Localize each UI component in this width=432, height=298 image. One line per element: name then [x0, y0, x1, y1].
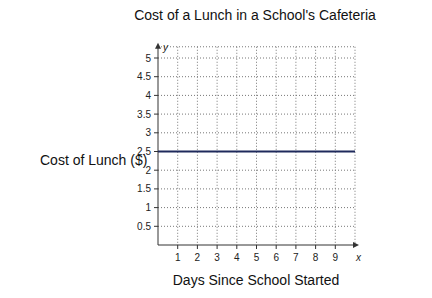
grid-line-y	[158, 170, 355, 171]
y-tick-label: 4	[145, 90, 151, 101]
y-tick	[154, 151, 158, 152]
x-tick-label: 3	[214, 252, 220, 263]
y-tick	[154, 207, 158, 208]
x-axis-arrow	[353, 242, 359, 248]
y-tick-label: 0.5	[137, 221, 151, 232]
grid-line-y	[158, 76, 355, 77]
grid-frame-top	[158, 46, 355, 47]
x-tick	[276, 245, 277, 249]
x-tick	[236, 245, 237, 249]
grid	[158, 47, 355, 245]
grid-line-x	[315, 47, 316, 245]
x-tick	[315, 245, 316, 249]
x-axis-label: Days Since School Started	[173, 272, 340, 288]
chart-svg: Cost of a Lunch in a School's Cafeteria 1…	[0, 0, 432, 298]
y-tick-label: 4.5	[137, 71, 151, 82]
y-symbol: y	[162, 42, 169, 53]
x-tick-label: 4	[234, 252, 240, 263]
title: Cost of a Lunch in a School's Cafeteria	[134, 7, 376, 23]
grid-line-y	[158, 188, 355, 189]
grid-line-x	[256, 47, 257, 245]
x-symbol: x	[355, 252, 362, 263]
data-layer	[158, 151, 355, 152]
x-tick-label: 9	[333, 252, 339, 263]
y-tick	[154, 58, 158, 59]
x-tick	[256, 245, 257, 249]
y-tick-label: 1.5	[137, 183, 151, 194]
grid-line-x	[217, 47, 218, 245]
y-tick-label: 3.5	[137, 109, 151, 120]
x-tick-label: 8	[313, 252, 319, 263]
grid-line-y	[158, 226, 355, 227]
y-tick-label: 3	[145, 127, 151, 138]
data-line	[158, 151, 355, 153]
x-tick	[177, 245, 178, 249]
x-tick-label: 7	[293, 252, 299, 263]
y-tick	[154, 170, 158, 171]
x-tick-label: 1	[175, 252, 181, 263]
grid-line-y	[158, 132, 355, 133]
grid-line-y	[158, 58, 355, 59]
y-tick	[154, 226, 158, 227]
y-tick-label: 1	[145, 202, 151, 213]
x-tick-label: 5	[254, 252, 260, 263]
grid-line-y	[158, 95, 355, 96]
y-axis-label: Cost of Lunch ($)	[40, 152, 147, 168]
grid-line-x	[177, 47, 178, 245]
grid-frame-right	[355, 47, 356, 245]
y-tick	[154, 132, 158, 133]
y-axis-arrow	[155, 43, 161, 49]
y-tick	[154, 188, 158, 189]
axes: 1234567890.511.522.533.544.55xy	[137, 42, 362, 263]
grid-line-y	[158, 207, 355, 208]
x-tick	[295, 245, 296, 249]
x-tick-label: 6	[273, 252, 279, 263]
x-tick	[197, 245, 198, 249]
chart-root: Cost of a Lunch in a School's Cafeteria 1…	[0, 0, 432, 298]
grid-line-y	[158, 151, 355, 152]
y-tick-label: 5	[145, 53, 151, 64]
x-tick	[217, 245, 218, 249]
y-tick	[154, 95, 158, 96]
grid-line-y	[158, 114, 355, 115]
y-tick	[154, 114, 158, 115]
x-tick	[335, 245, 336, 249]
y-tick	[154, 76, 158, 77]
x-tick-label: 2	[195, 252, 201, 263]
